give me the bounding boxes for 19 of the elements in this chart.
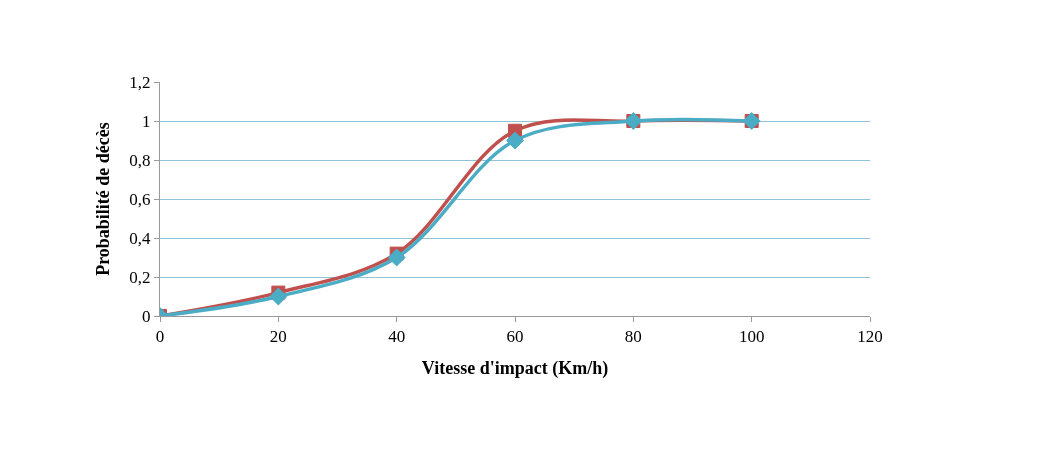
y-tick-label: 1,2 (129, 72, 151, 92)
x-tick-label: 100 (738, 327, 765, 347)
y-tick-label: 0,2 (129, 267, 151, 287)
x-tick-label: 80 (624, 327, 642, 347)
y-tick-label: 0 (142, 306, 151, 326)
point (506, 131, 524, 150)
y-axis-title: Probabilité de décès (92, 122, 113, 276)
x-tick-label: 60 (506, 327, 524, 347)
x-tick-label: 40 (388, 327, 406, 347)
y-tick-label: 0,4 (129, 228, 152, 248)
x-tick-label: 120 (857, 327, 883, 347)
x-tick-label: 20 (269, 327, 287, 347)
y-tick-label: 1 (142, 111, 151, 131)
x-axis-title: Vitesse d'impact (Km/h) (421, 357, 609, 379)
x-tick-label: 0 (155, 327, 165, 347)
y-tick-label: 0,8 (129, 150, 151, 170)
point (269, 287, 288, 306)
y-tick-label: 0,6 (129, 189, 151, 209)
point (387, 248, 406, 267)
